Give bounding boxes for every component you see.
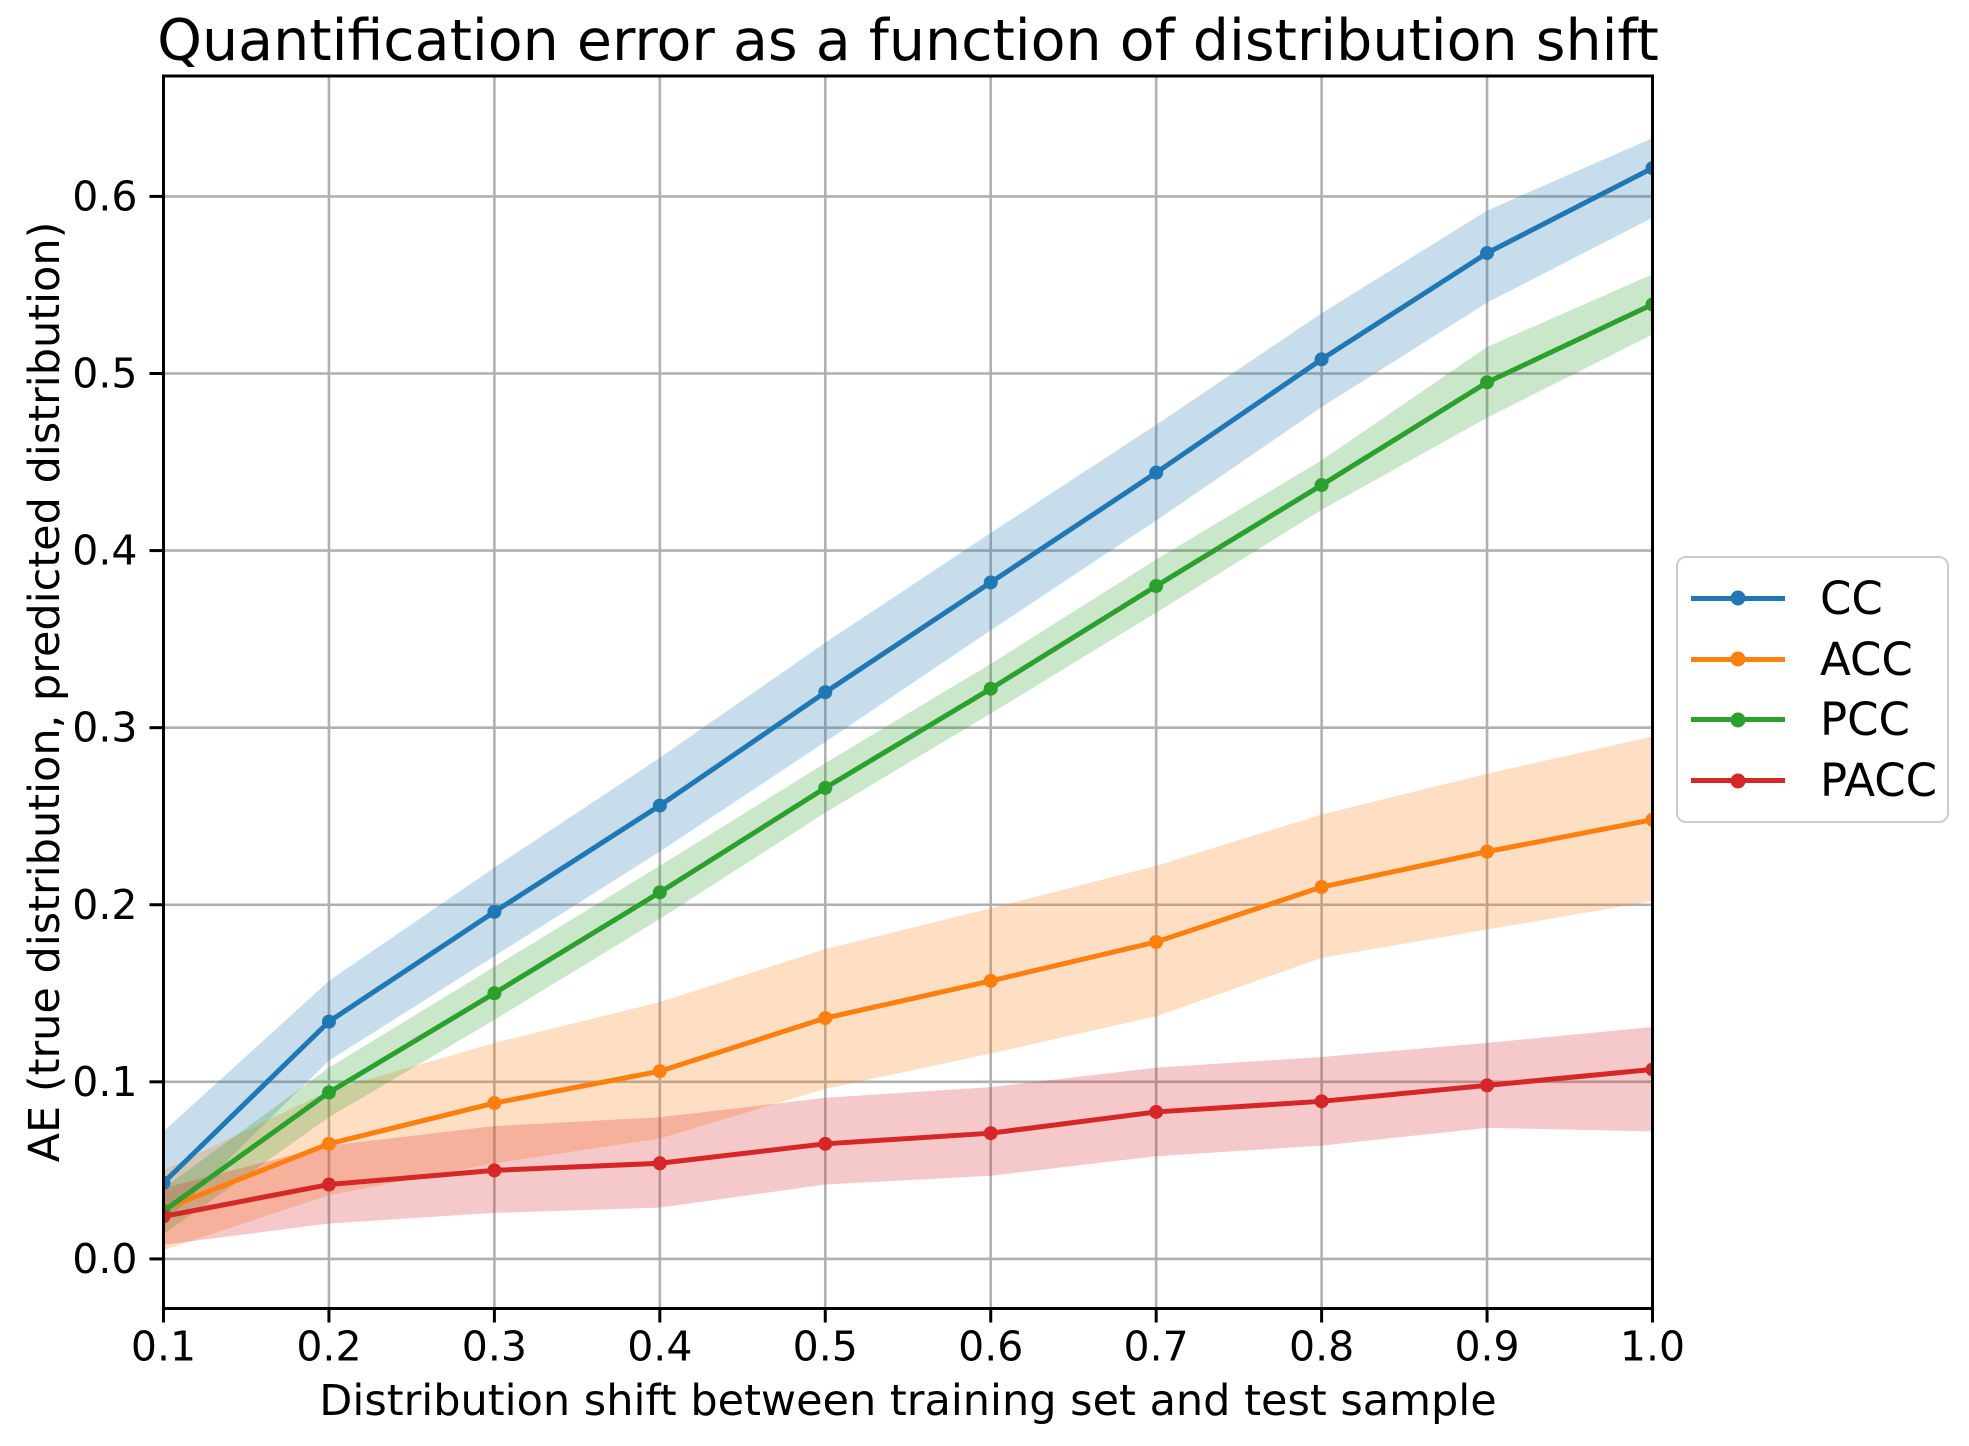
x-tick-label: 0.2 — [296, 1323, 361, 1371]
legend-label: PCC — [1820, 693, 1910, 747]
data-point-PCC — [983, 681, 998, 696]
legend-item-ACC: ACC — [1691, 629, 1947, 690]
y-tick-label: 0.5 — [72, 350, 137, 398]
data-point-PCC — [487, 986, 502, 1001]
data-point-PACC — [163, 1209, 171, 1224]
legend-item-PACC: PACC — [1691, 750, 1947, 811]
data-point-PACC — [1645, 1062, 1653, 1077]
data-point-CC — [163, 1175, 171, 1190]
x-tick-label: 0.3 — [462, 1323, 527, 1371]
y-tick-label: 0.1 — [72, 1058, 137, 1106]
data-point-PACC — [983, 1126, 998, 1141]
series-line-PCC — [163, 301, 1653, 1214]
legend-label: PACC — [1820, 754, 1938, 808]
data-point-PACC — [321, 1177, 336, 1192]
data-point-CC — [1645, 161, 1653, 176]
y-tick-label: 0.4 — [72, 527, 137, 575]
y-tick-label: 0.6 — [72, 172, 137, 220]
data-point-ACC — [321, 1136, 336, 1151]
data-point-ACC — [1149, 934, 1164, 949]
x-tick-label: 0.5 — [793, 1323, 858, 1371]
data-point-ACC — [1480, 844, 1495, 859]
x-tick-label: 0.7 — [1124, 1323, 1189, 1371]
legend-line-sample — [1691, 773, 1785, 789]
data-point-PACC — [1314, 1094, 1329, 1109]
confidence-band-PACC — [163, 1026, 1653, 1245]
data-point-CC — [983, 575, 998, 590]
data-point-ACC — [983, 973, 998, 988]
legend-marker-dot — [1730, 590, 1746, 606]
legend-marker-dot — [1730, 773, 1746, 789]
legend-marker-dot — [1730, 712, 1746, 728]
data-point-CC — [1314, 352, 1329, 367]
legend-item-PCC: PCC — [1691, 690, 1947, 751]
legend-line-sample — [1691, 651, 1785, 667]
data-point-ACC — [818, 1011, 833, 1026]
data-point-PCC — [818, 780, 833, 795]
x-tick-label: 1.0 — [1620, 1323, 1685, 1371]
legend-label: CC — [1820, 571, 1883, 625]
data-point-CC — [487, 904, 502, 919]
x-axis-label: Distribution shift between training set … — [319, 1376, 1497, 1426]
data-point-PCC — [1645, 297, 1653, 312]
x-tick-label: 0.8 — [1289, 1323, 1354, 1371]
legend: CC ACC PCC PACC — [1676, 556, 1949, 823]
confidence-band-CC — [163, 137, 1653, 1224]
x-tick-label: 0.9 — [1454, 1323, 1519, 1371]
y-tick-label: 0.2 — [72, 881, 137, 929]
data-point-PACC — [1480, 1078, 1495, 1093]
chart-title: Quantification error as a function of di… — [157, 8, 1659, 74]
y-axis-label: AE (true distribution, predicted distrib… — [20, 221, 70, 1163]
x-tick-label: 0.4 — [627, 1323, 692, 1371]
data-point-PACC — [1149, 1104, 1164, 1119]
data-point-PCC — [652, 885, 667, 900]
series-line-PACC — [163, 1066, 1653, 1219]
data-point-CC — [1480, 246, 1495, 261]
data-point-ACC — [1314, 880, 1329, 895]
legend-line-sample — [1691, 590, 1785, 606]
legend-line-sample — [1691, 712, 1785, 728]
y-tick-label: 0.3 — [72, 704, 137, 752]
data-point-PCC — [1314, 478, 1329, 493]
data-point-PCC — [1480, 375, 1495, 390]
legend-marker-dot — [1730, 651, 1746, 667]
data-point-ACC — [652, 1064, 667, 1079]
data-point-PACC — [487, 1163, 502, 1178]
data-point-ACC — [1645, 812, 1653, 827]
confidence-band-ACC — [163, 736, 1653, 1251]
legend-item-CC: CC — [1691, 568, 1947, 629]
data-point-PCC — [321, 1085, 336, 1100]
data-point-PACC — [652, 1156, 667, 1171]
series-line-ACC — [163, 817, 1653, 1212]
data-point-PCC — [1149, 579, 1164, 593]
axes-spines — [162, 74, 1654, 1310]
data-point-CC — [1149, 465, 1164, 480]
confidence-band-PCC — [163, 274, 1653, 1235]
x-tick-label: 0.1 — [131, 1323, 196, 1371]
y-tick-label: 0.0 — [72, 1235, 137, 1283]
data-point-CC — [652, 798, 667, 813]
series-line-CC — [163, 165, 1653, 1186]
legend-label: ACC — [1820, 632, 1913, 686]
data-point-PACC — [818, 1136, 833, 1151]
data-point-ACC — [487, 1096, 502, 1111]
data-point-CC — [321, 1014, 336, 1029]
x-tick-label: 0.6 — [958, 1323, 1023, 1371]
data-point-CC — [818, 685, 833, 700]
